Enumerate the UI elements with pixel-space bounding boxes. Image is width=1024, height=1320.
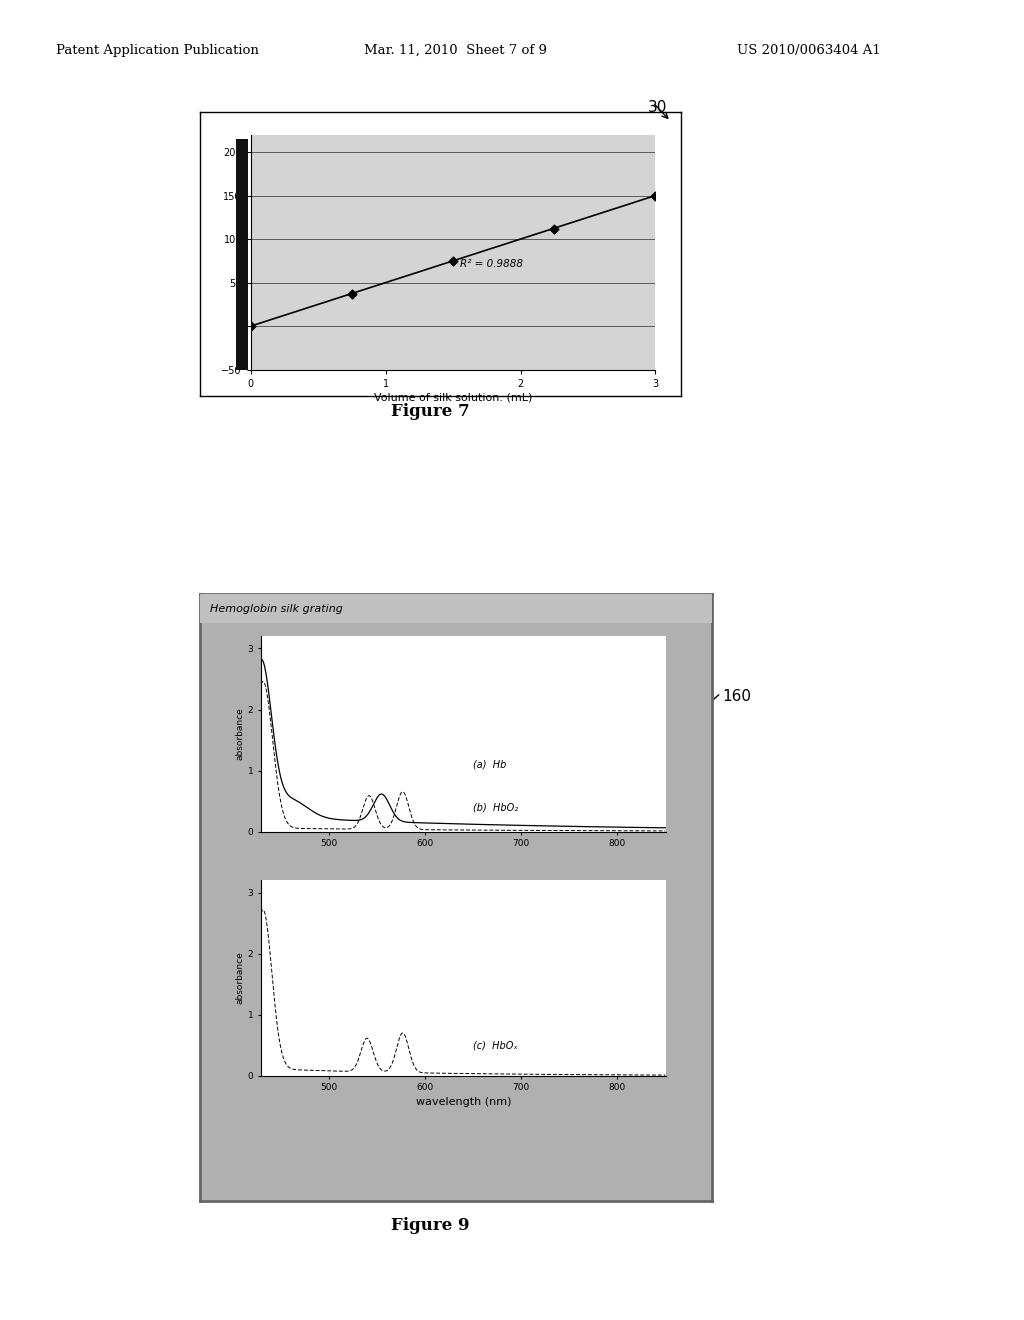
Text: R² = 0.9888: R² = 0.9888 [460,259,523,269]
Point [647,185,664,206]
Bar [237,139,248,370]
Text: Mar. 11, 2010  Sheet 7 of 9: Mar. 11, 2010 Sheet 7 of 9 [364,44,547,57]
Text: (a)  Hb: (a) Hb [473,759,506,770]
Text: 160: 160 [722,689,751,704]
Point [344,284,360,305]
Text: (b)  HbO₂: (b) HbO₂ [473,803,518,812]
X-axis label: wavelength (nm): wavelength (nm) [416,1097,511,1106]
Text: Figure 9: Figure 9 [391,1217,469,1234]
Text: Figure 7: Figure 7 [391,403,469,420]
Point [546,218,562,239]
Text: Patent Application Publication: Patent Application Publication [56,44,259,57]
Text: 30: 30 [648,100,668,115]
X-axis label: Volume of silk solution. (mL): Volume of silk solution. (mL) [374,393,532,403]
Point [444,251,461,272]
Y-axis label: absorbance: absorbance [236,708,245,760]
Text: Hemoglobin silk grating: Hemoglobin silk grating [210,603,343,614]
Text: US 2010/0063404 A1: US 2010/0063404 A1 [737,44,881,57]
Text: (c)  HbOₓ: (c) HbOₓ [473,1040,518,1051]
Point [243,315,259,337]
Y-axis label: absorbance: absorbance [236,952,245,1005]
